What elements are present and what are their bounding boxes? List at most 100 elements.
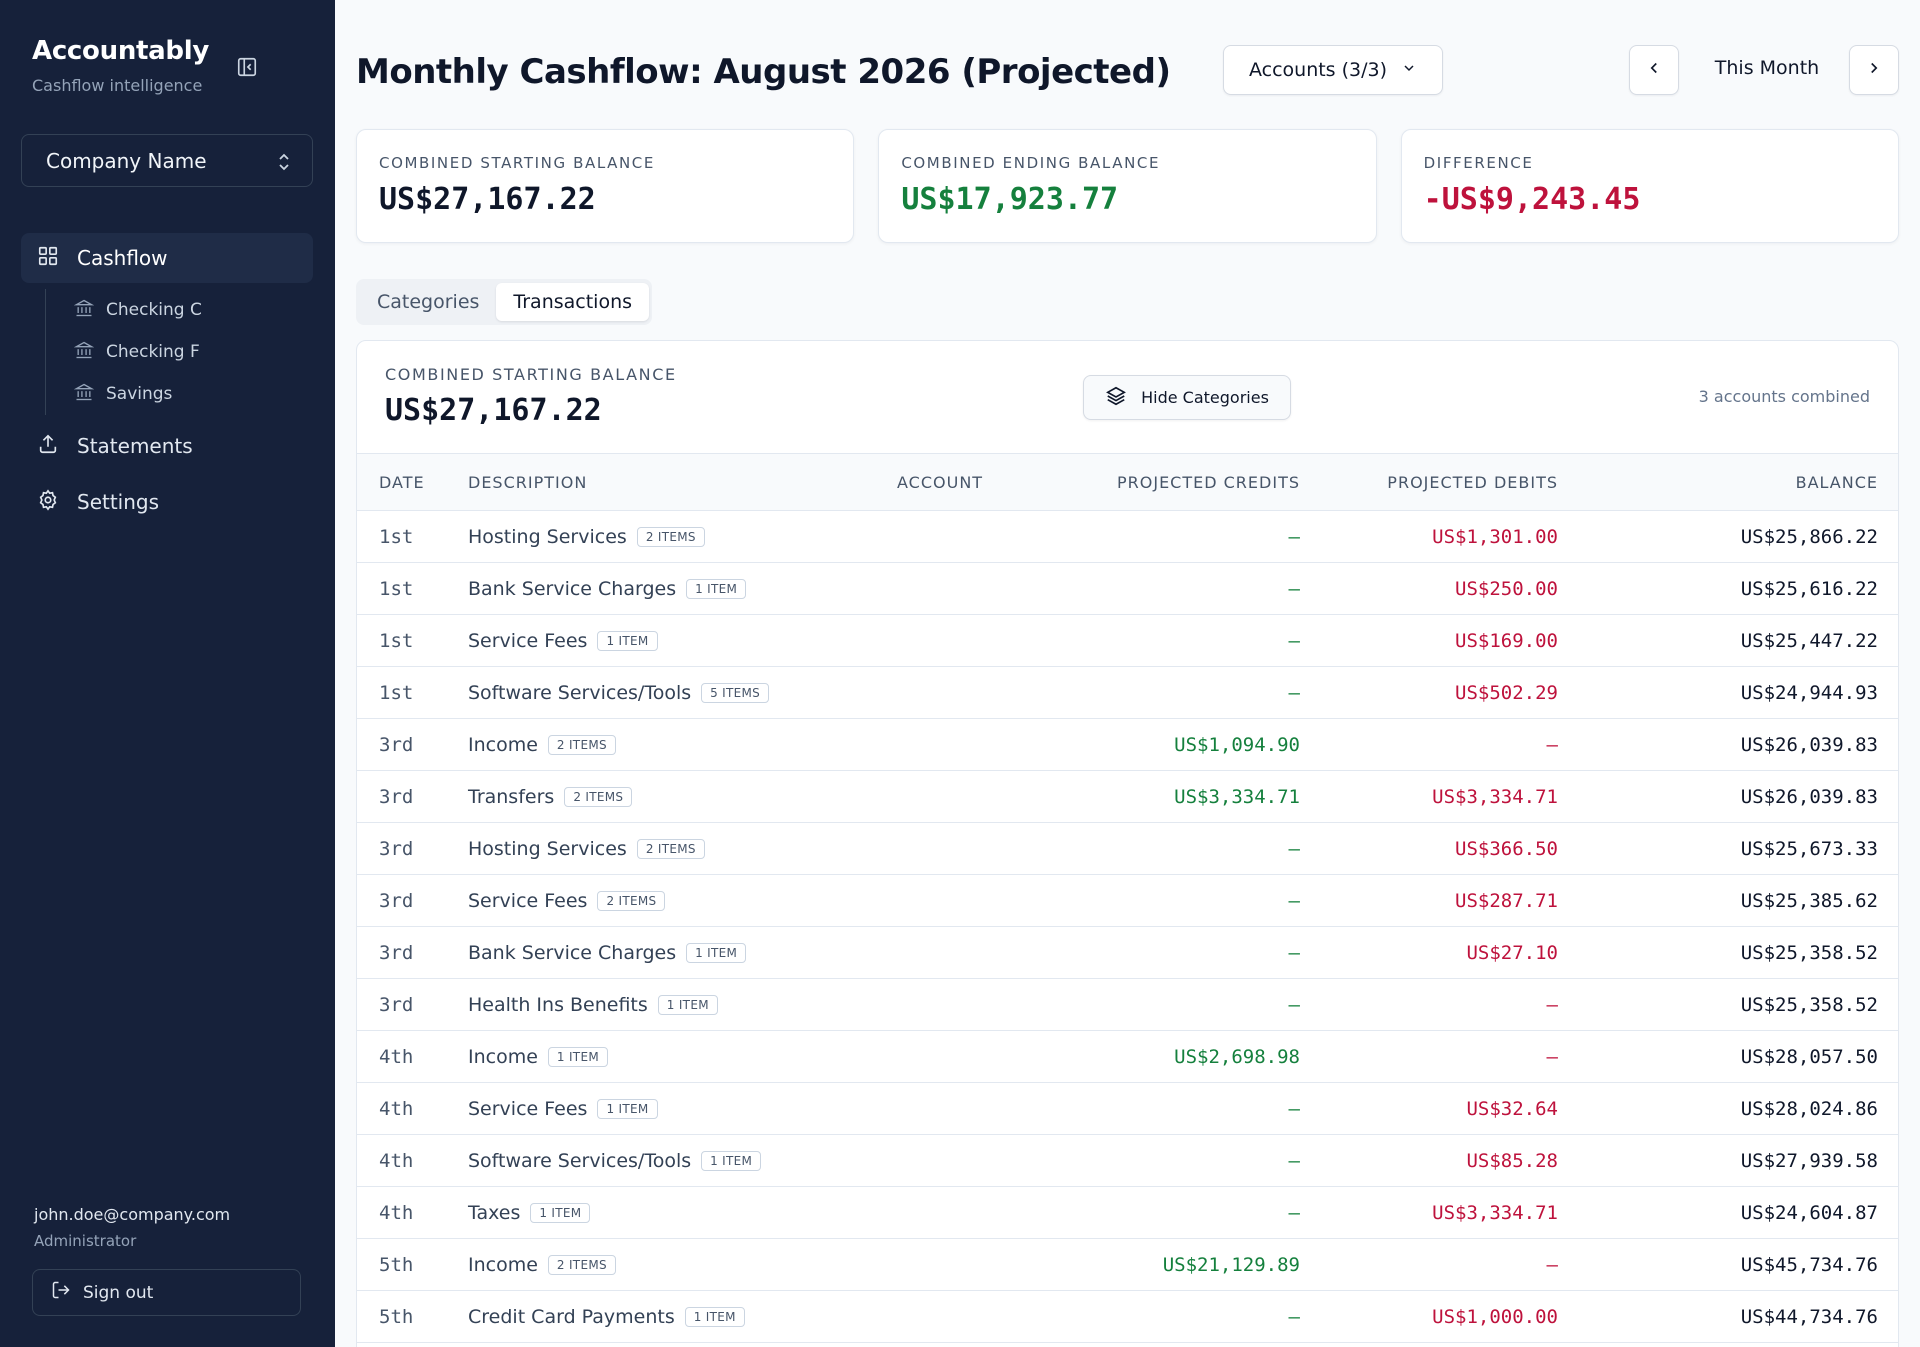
sign-out-button[interactable]: Sign out [32,1269,301,1316]
sidebar-account-checking-f[interactable]: Checking F [73,331,313,373]
column-header-description[interactable]: DESCRIPTION [468,472,588,492]
table-row[interactable]: 1st Bank Service Charges 1 ITEM — US$250.00 U… [357,563,1898,615]
cell-account [897,771,1077,823]
cell-balance: US$25,385.62 [1740,889,1878,912]
table-row[interactable]: 4th Income 1 ITEM US$2,698.98 — US$28,057.50 [357,1031,1898,1083]
next-month-button[interactable] [1849,45,1899,95]
category-name[interactable]: Taxes [468,1201,521,1224]
sidebar-account-checking-c[interactable]: Checking C [73,289,313,331]
table-row[interactable]: 3rd Bank Service Charges 1 ITEM — US$27.10 US… [357,927,1898,979]
category-name[interactable]: Bank Service Charges [468,577,677,600]
cell-credit: — [1288,1149,1300,1172]
cell-balance: US$28,024.86 [1740,1097,1878,1120]
cell-credit: — [1288,1305,1300,1328]
cell-debit: US$32.64 [1466,1097,1558,1120]
table-row[interactable]: 5th Credit Card Payments 1 ITEM — US$1,000.0… [357,1291,1898,1343]
tab-transactions[interactable]: Transactions [496,283,650,321]
sidebar-item-label: Settings [77,490,160,514]
sidebar-item-statements[interactable]: Statements [21,421,313,471]
app-subtitle: Cashflow intelligence [32,76,203,95]
tab-categories[interactable]: Categories [377,291,480,313]
view-tabs: Categories Transactions [356,279,652,325]
category-name[interactable]: Software Services/Tools [468,681,692,704]
table-row[interactable]: 1st Software Services/Tools 5 ITEMS — US$502… [357,667,1898,719]
category-name[interactable]: Software Services/Tools [468,1149,692,1172]
table-row[interactable]: 3rd Hosting Services 2 ITEMS — US$366.50 US$2… [357,823,1898,875]
cell-credit: — [1288,837,1300,860]
category-name[interactable]: Service Fees [468,1097,588,1120]
accounts-filter-button[interactable]: Accounts (3/3) [1223,45,1443,95]
item-count-badge: 2 ITEMS [636,527,705,547]
cell-description: Credit Card Payments 1 ITEM [468,1291,897,1343]
table-row[interactable]: 4th Software Services/Tools 1 ITEM — US$85.2… [357,1135,1898,1187]
sidebar-item-settings[interactable]: Settings [21,477,313,527]
table-row[interactable]: 3rd Service Fees 2 ITEMS — US$287.71 US$25,38… [357,875,1898,927]
item-count-badge: 1 ITEM [547,1047,608,1067]
item-count-badge: 1 ITEM [657,995,718,1015]
item-count-badge: 2 ITEMS [564,787,633,807]
bank-icon [73,298,106,323]
table-row[interactable]: 3rd Income 2 ITEMS US$1,094.90 — US$26,039.83 [357,719,1898,771]
panel-label: COMBINED STARTING BALANCE [385,365,677,384]
cell-debit: — [1546,733,1558,756]
cell-description: Software Services/Tools 5 ITEMS [468,667,897,719]
account-label: Checking C [106,300,202,320]
cell-account [897,875,1077,927]
cell-date: 1st [379,629,414,652]
cell-account [897,823,1077,875]
cell-date: 1st [379,525,414,548]
table-row[interactable]: 5th Income 2 ITEMS US$21,129.89 — US$45,734.7… [357,1239,1898,1291]
category-name[interactable]: Income [468,1045,538,1068]
category-name[interactable]: Hosting Services [468,837,627,860]
cell-balance: US$25,673.33 [1740,837,1878,860]
gear-icon [37,488,77,516]
chevron-updown-icon [276,152,292,176]
cell-credit: — [1288,577,1300,600]
item-count-badge: 1 ITEM [686,943,747,963]
category-name[interactable]: Credit Card Payments [468,1305,675,1328]
item-count-badge: 1 ITEM [597,1099,658,1119]
cell-credit: US$1,094.90 [1174,733,1300,756]
company-selector[interactable]: Company Name [21,134,313,187]
table-row[interactable]: 3rd Health Ins Benefits 1 ITEM — — US$25,358.… [357,979,1898,1031]
main-content: Monthly Cashflow: August 2026 (Projected… [335,0,1920,1347]
column-header-balance[interactable]: BALANCE [1795,472,1878,492]
card-label: DIFFERENCE [1423,154,1534,172]
item-count-badge: 2 ITEMS [636,839,705,859]
collapse-sidebar-icon[interactable] [236,56,260,80]
category-name[interactable]: Service Fees [468,889,588,912]
previous-month-button[interactable] [1629,45,1679,95]
column-header-account[interactable]: ACCOUNT [897,472,984,492]
column-header-credits[interactable]: PROJECTED CREDITS [1116,472,1300,492]
category-name[interactable]: Hosting Services [468,525,627,548]
period-label[interactable]: This Month [1714,57,1820,79]
category-name[interactable]: Transfers [468,785,555,808]
category-name[interactable]: Health Ins Benefits [468,993,648,1016]
cell-credit: — [1288,681,1300,704]
account-label: Checking F [106,342,200,362]
table-row[interactable]: 3rd Transfers 2 ITEMS US$3,334.71 US$3,334.7… [357,771,1898,823]
cell-balance: US$25,447.22 [1740,629,1878,652]
table-row[interactable]: 1st Hosting Services 2 ITEMS — US$1,301.00 US… [357,511,1898,563]
cell-date: 3rd [379,837,414,860]
column-header-debits[interactable]: PROJECTED DEBITS [1387,472,1558,492]
hide-categories-button[interactable]: Hide Categories [1083,375,1291,420]
table-row[interactable]: 4th Taxes 1 ITEM — US$3,334.71 US$24,604.87 [357,1187,1898,1239]
cell-debit: US$366.50 [1455,837,1558,860]
sign-out-label: Sign out [83,1282,154,1303]
category-name[interactable]: Income [468,733,538,756]
sidebar-account-savings[interactable]: Savings [73,373,313,415]
sidebar-item-cashflow[interactable]: Cashflow [21,233,313,283]
cell-description: Income 2 ITEMS [468,1239,897,1291]
column-header-date[interactable]: DATE [379,472,425,492]
table-row[interactable]: 4th Service Fees 1 ITEM — US$32.64 US$28,024.… [357,1083,1898,1135]
category-name[interactable]: Income [468,1253,538,1276]
table-row[interactable]: 1st Service Fees 1 ITEM — US$169.00 US$25,447… [357,615,1898,667]
cell-balance: US$27,939.58 [1740,1149,1878,1172]
category-name[interactable]: Service Fees [468,629,588,652]
cell-date: 4th [379,1045,414,1068]
category-name[interactable]: Bank Service Charges [468,941,677,964]
item-count-badge: 1 ITEM [686,579,747,599]
cell-debit: US$250.00 [1455,577,1558,600]
chevron-right-icon [1865,59,1883,81]
